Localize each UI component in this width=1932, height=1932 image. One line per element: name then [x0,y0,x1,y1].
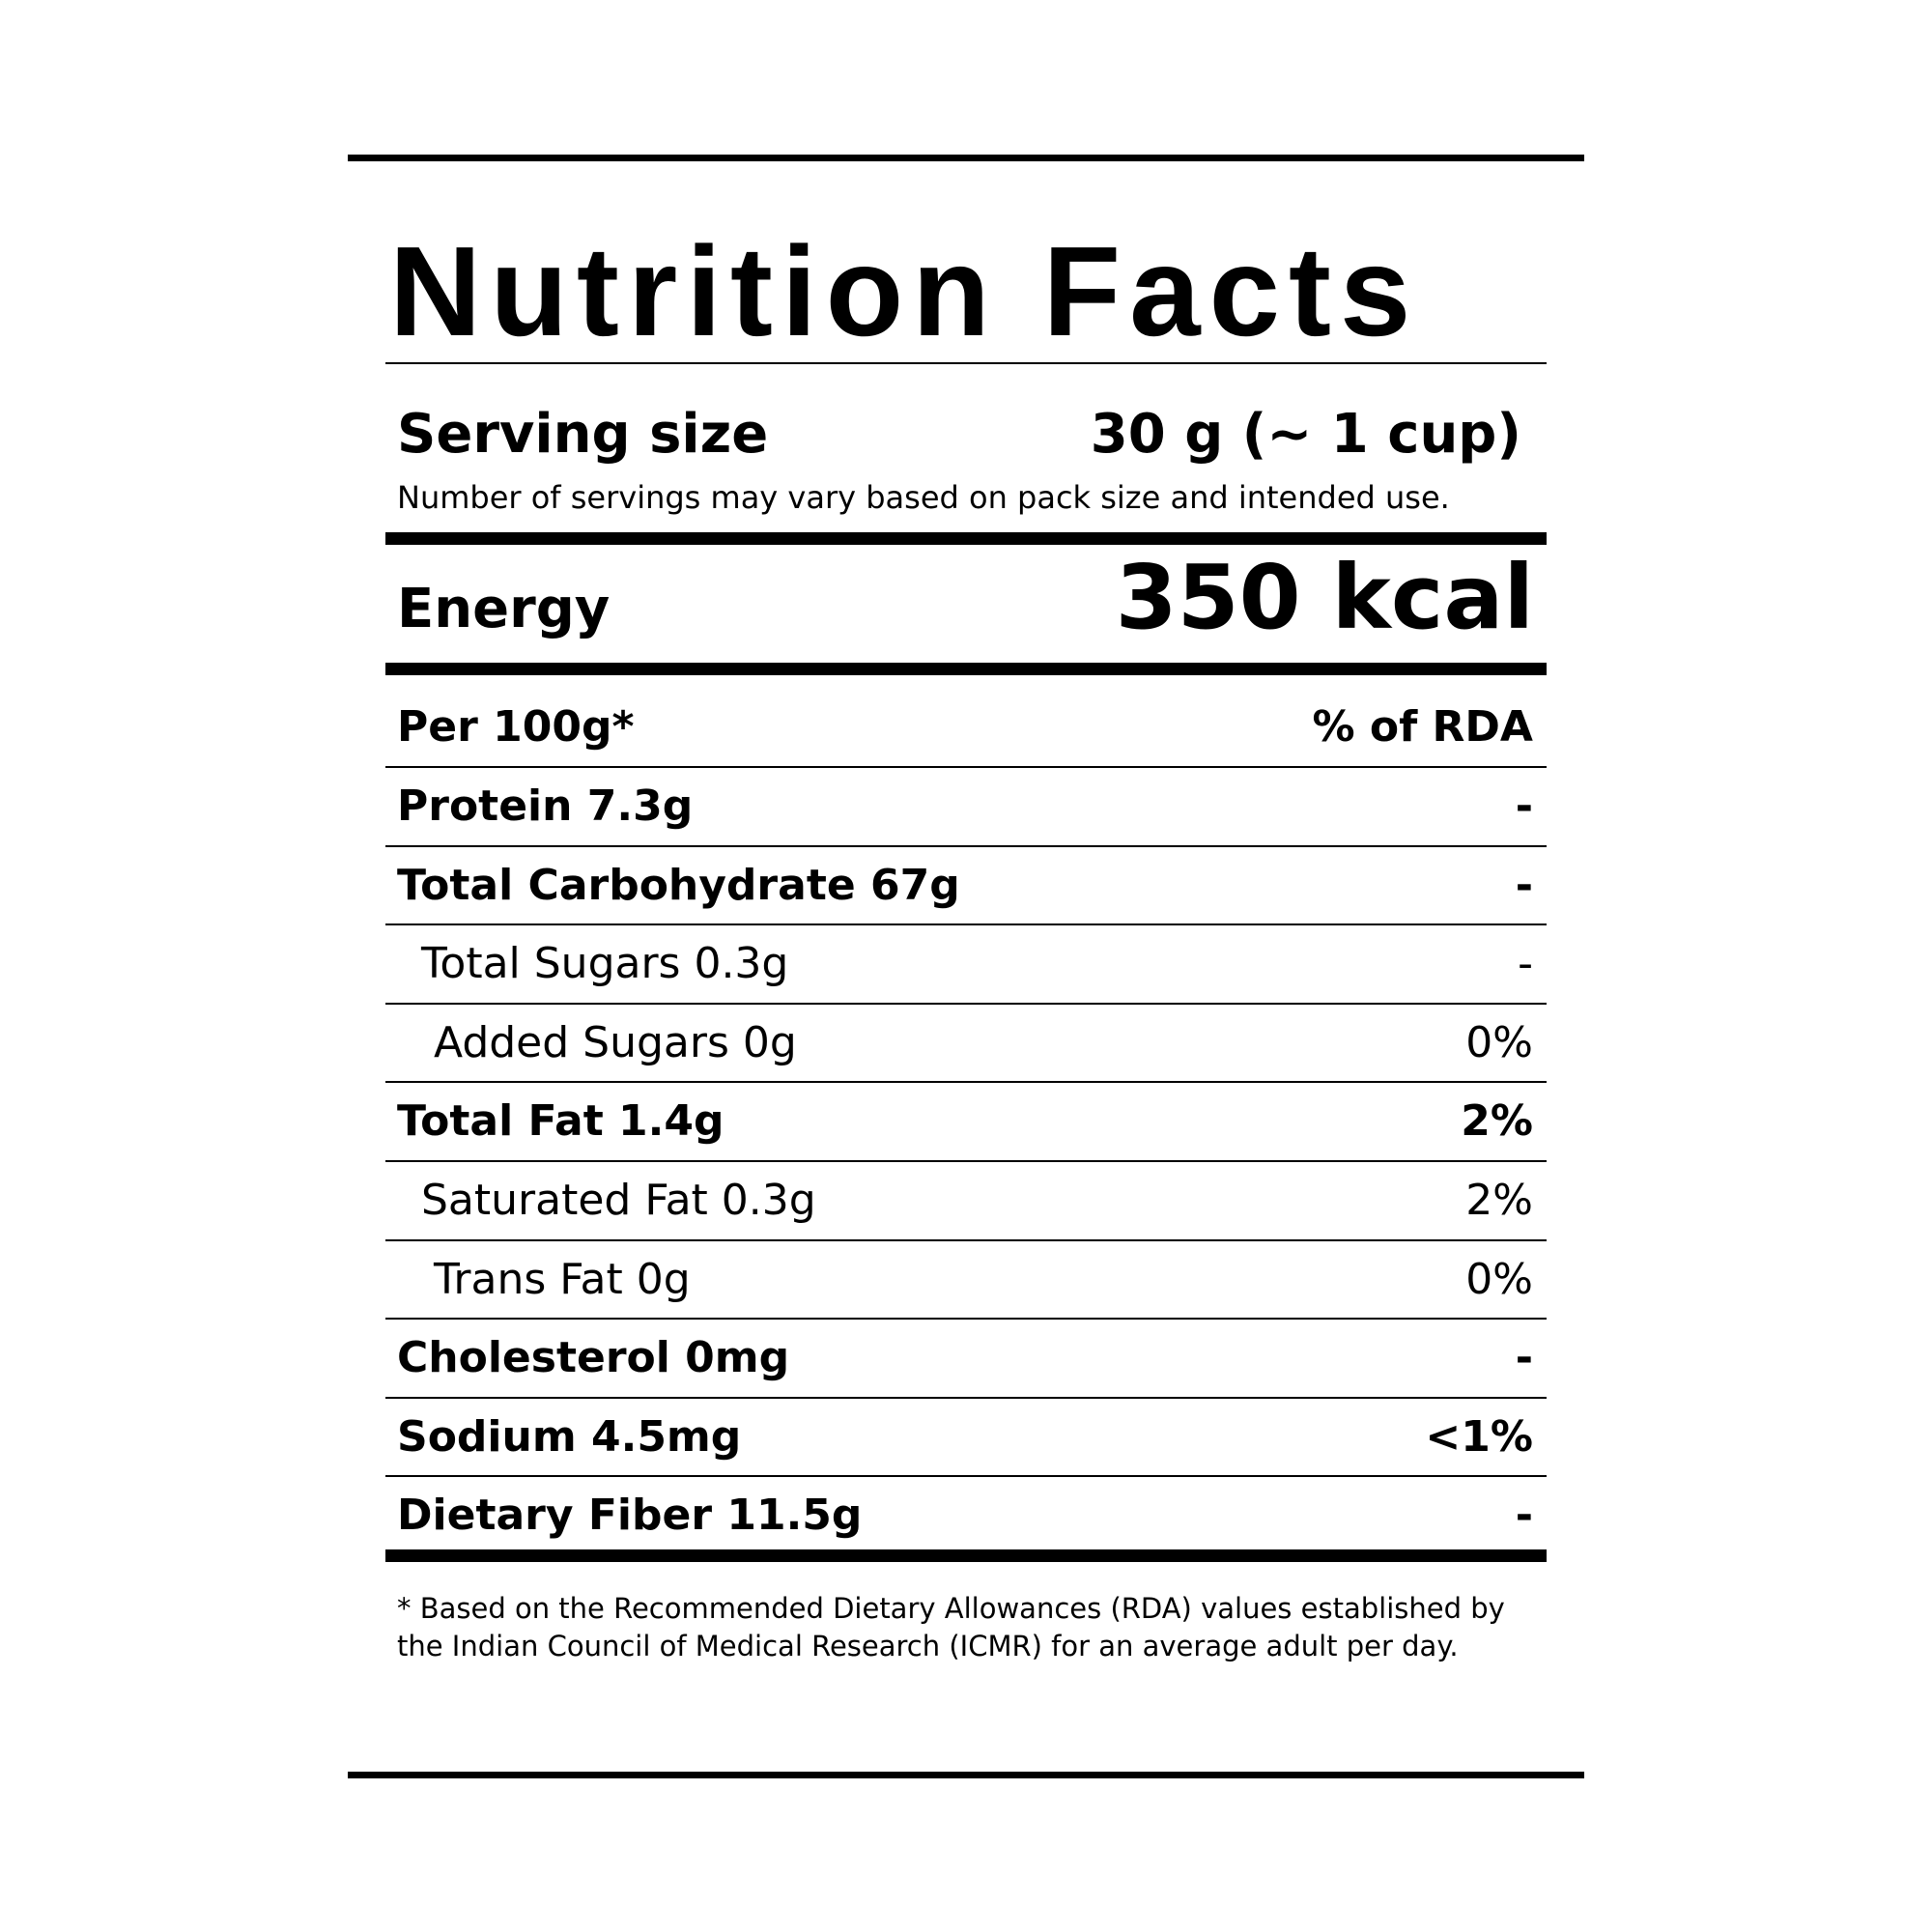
row-rda: 0% [1465,1017,1533,1067]
footnote: the Indian Council of Medical Research (… [397,1630,1459,1662]
row-rda: - [1515,1491,1533,1541]
row-label: Saturated Fat 0.3g [421,1176,816,1225]
row-rda: - [1515,860,1533,910]
row-label: Sodium 4.5mg [397,1411,742,1462]
row-rule [385,923,1547,926]
row-rule [385,1475,1547,1478]
footnote: * Based on the Recommended Dietary Allow… [397,1592,1505,1625]
row-rule [385,1238,1547,1241]
row-label: Total Sugars 0.3g [421,939,789,989]
row-rule [385,1396,1547,1399]
row-rule [385,1318,1547,1321]
row-rule [385,844,1547,847]
row-rda: - [1515,781,1533,831]
row-label: Trans Fat 0g [434,1254,691,1304]
table-header: Per 100g* [397,702,635,752]
row-rda: 0% [1465,1254,1533,1304]
thick-rule [385,663,1547,675]
row-rule [385,766,1547,768]
bottom-rule [348,1772,1584,1778]
row-label: Added Sugars 0g [434,1017,797,1067]
row-label: Dietary Fiber 11.5g [397,1491,863,1541]
thick-rule [385,532,1547,545]
row-rule [385,1081,1547,1084]
thin-rule [385,362,1547,364]
serving-note: Number of servings may vary based on pac… [397,479,1450,516]
row-label: Total Carbohydrate 67g [397,860,960,910]
thick-rule [385,1549,1547,1562]
row-rda: 2% [1465,1176,1533,1225]
energy-label: Energy [397,578,611,640]
table-header: % of RDA [1312,702,1533,752]
top-rule [348,155,1584,161]
energy-value: 350 kcal [1115,546,1534,649]
row-rule [385,1002,1547,1005]
title: Nutrition Facts [389,220,1420,362]
serving-value: 30 g (~ 1 cup) [1090,403,1521,466]
row-label: Protein 7.3g [397,781,694,831]
row-rda: - [1518,939,1533,989]
row-label: Cholesterol 0mg [397,1333,790,1383]
row-rda: 2% [1461,1096,1533,1147]
serving-label: Serving size [397,403,769,466]
row-rule [385,1160,1547,1162]
row-rda: <1% [1425,1411,1533,1462]
row-label: Total Fat 1.4g [397,1096,724,1147]
row-rda: - [1515,1333,1533,1383]
